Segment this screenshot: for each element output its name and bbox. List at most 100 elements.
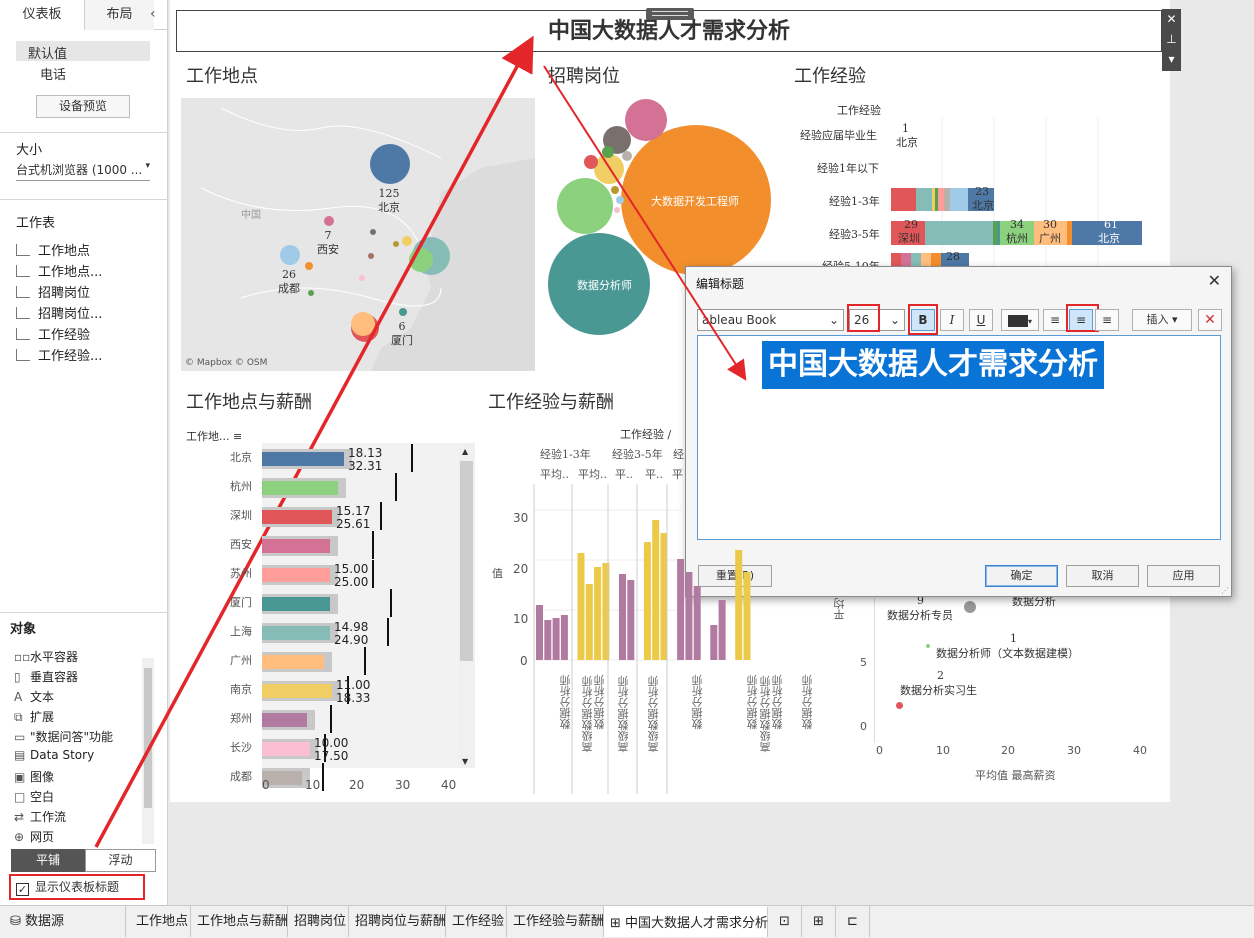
cancel-button[interactable]: 取消 [1066, 565, 1139, 587]
salary-bar[interactable] [262, 510, 332, 524]
salary-column[interactable] [718, 600, 726, 660]
chevron-left-icon[interactable]: ‹ [150, 6, 156, 22]
floating-toggle[interactable]: 浮动 [85, 849, 156, 872]
tiled-toggle[interactable]: 平铺 [11, 849, 85, 872]
object-text[interactable]: A 文本 [14, 688, 54, 708]
apply-button[interactable]: 应用 [1147, 565, 1220, 587]
map-bubble[interactable] [305, 262, 313, 270]
sheet-item[interactable]: 招聘岗位 [16, 282, 90, 302]
bubble[interactable] [616, 196, 624, 204]
device-preview-button[interactable]: 设备预览 [36, 95, 130, 118]
bubble[interactable] [594, 154, 624, 184]
sort-icon[interactable]: ≡ [233, 430, 243, 443]
selected-title-text[interactable]: 中国大数据人才需求分析 [762, 341, 1104, 389]
salary-column[interactable] [536, 605, 543, 660]
map-bubble[interactable] [402, 236, 412, 246]
map-bubble-chengdu[interactable] [280, 245, 300, 265]
sheet-item[interactable]: 工作经验 [16, 324, 90, 344]
map-bubble[interactable] [308, 290, 314, 296]
close-icon[interactable]: ✕ [1166, 12, 1177, 26]
objects-scrollbar[interactable] [142, 658, 154, 844]
device-default-item[interactable]: 默认值 [16, 41, 150, 62]
map-bubble[interactable] [370, 229, 376, 235]
salary-bar[interactable] [262, 452, 344, 466]
location-map[interactable]: 中国 125 北京 7 西安 26 成都 6 厦门 © Mapbox © OSM [181, 98, 535, 371]
salary-column[interactable] [677, 559, 685, 660]
object-web[interactable]: ⊕ 网页 [14, 828, 54, 848]
new-dashboard-icon[interactable]: ⊞ [802, 906, 836, 937]
salary-column[interactable] [710, 625, 718, 660]
map-bubble[interactable] [359, 275, 365, 281]
new-story-icon[interactable]: ⊏ [836, 906, 870, 937]
scrollbar-thumb[interactable] [144, 668, 152, 808]
drag-handle[interactable] [646, 8, 694, 20]
font-size-select[interactable]: 26 ⌄ [849, 309, 905, 331]
tab-dashboard[interactable]: 仪表板 [0, 0, 84, 30]
salary-column[interactable] [743, 572, 751, 660]
salary-column[interactable] [594, 567, 602, 660]
salary-bar[interactable] [262, 684, 332, 698]
resize-grip-icon[interactable]: ⋰ [1221, 586, 1229, 595]
insert-button[interactable]: 插入 ▾ [1132, 309, 1192, 331]
salary-column[interactable] [685, 572, 693, 660]
scroll-up-icon[interactable]: ▲ [462, 447, 469, 456]
scrollbar-thumb[interactable] [460, 461, 473, 661]
salary-bar[interactable] [262, 626, 330, 640]
sheet-tab[interactable]: 工作地点 [130, 906, 191, 937]
tab-data-source[interactable]: ⛁ 数据源 [0, 906, 126, 937]
chart-scrollbar[interactable]: ▲ ▼ [458, 443, 475, 768]
salary-column[interactable] [602, 563, 610, 660]
salary-column[interactable] [735, 550, 743, 660]
salary-bar[interactable] [262, 481, 338, 495]
title-editor[interactable]: 中国大数据人才需求分析 [697, 335, 1221, 540]
map-bubble[interactable] [368, 253, 374, 259]
size-dropdown[interactable]: 台式机浏览器 (1000 ... ▾ [16, 161, 150, 181]
salary-column[interactable] [660, 533, 668, 660]
salary-bar[interactable] [262, 655, 324, 669]
salary-column[interactable] [560, 615, 568, 660]
sheet-tab-active[interactable]: ⊞ 中国大数据人才需求分析 [604, 906, 768, 937]
bubble[interactable] [584, 155, 598, 169]
columns-svg[interactable] [484, 484, 814, 794]
bar-row-1-3[interactable] [891, 188, 994, 211]
sheet-item[interactable]: 工作经验... [16, 345, 102, 365]
bar-row-5-10[interactable] [891, 253, 969, 268]
salary-column[interactable] [619, 574, 626, 660]
map-bubble-xiamen[interactable] [399, 308, 407, 316]
object-blank[interactable]: □ 空白 [14, 788, 54, 808]
sheet-item[interactable]: 工作地点... [16, 261, 102, 281]
bubble[interactable] [611, 186, 619, 194]
tab-layout[interactable]: 布局 [84, 0, 154, 30]
new-worksheet-icon[interactable]: ⊡ [768, 906, 802, 937]
sheet-item[interactable]: 招聘岗位... [16, 303, 102, 323]
bubble[interactable] [614, 207, 620, 213]
sheet-item[interactable]: 工作地点 [16, 240, 90, 260]
italic-button[interactable]: I [940, 309, 964, 331]
salary-column[interactable] [693, 586, 701, 660]
font-color-button[interactable]: ▾ [1001, 309, 1039, 331]
scatter-point[interactable] [896, 702, 903, 709]
bubble[interactable] [557, 178, 613, 234]
scatter-plot-area[interactable] [874, 598, 1158, 743]
salary-bar[interactable] [262, 568, 330, 582]
bubble[interactable] [625, 99, 667, 141]
ok-button[interactable]: 确定 [985, 565, 1058, 587]
show-title-checkbox[interactable]: ✓ 显示仪表板标题 [16, 878, 119, 896]
align-right-icon[interactable]: ≡ [1095, 309, 1119, 331]
map-bubble[interactable] [409, 248, 433, 272]
object-vertical-container[interactable]: ▯ 垂直容器 [14, 668, 78, 688]
underline-button[interactable]: U [969, 309, 993, 331]
bubble[interactable] [622, 151, 632, 161]
object-image[interactable]: ▣ 图像 [14, 768, 54, 788]
map-bubble[interactable] [393, 241, 399, 247]
bubble[interactable] [602, 146, 614, 158]
map-bubble-beijing[interactable] [370, 144, 410, 184]
sheet-tab[interactable]: 招聘岗位与薪酬 [349, 906, 446, 937]
device-phone-item[interactable]: 电话 [40, 68, 67, 83]
salary-column[interactable] [643, 542, 651, 660]
object-horizontal-container[interactable]: ▫▫水平容器 [14, 648, 78, 668]
salary-bar[interactable] [262, 742, 310, 756]
salary-column[interactable] [652, 520, 660, 660]
salary-column[interactable] [585, 584, 593, 660]
bar-row-3-5[interactable] [891, 221, 1142, 245]
